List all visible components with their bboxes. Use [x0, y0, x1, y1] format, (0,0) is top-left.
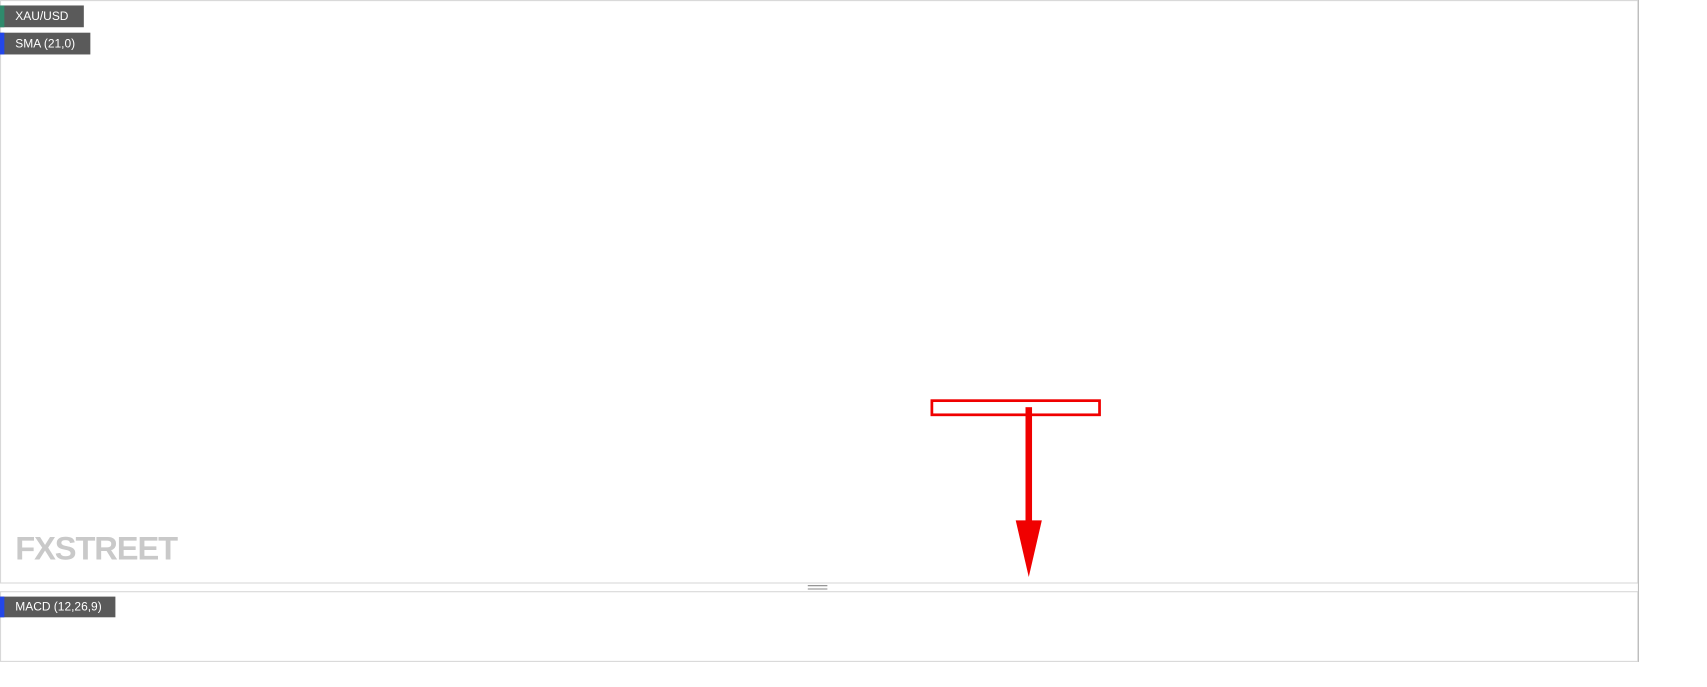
arrow-head: [1015, 520, 1042, 578]
legend-box[interactable]: [0, 5, 84, 28]
legend-swatch: [0, 596, 5, 618]
resistance-box: [930, 399, 1101, 417]
legend-sma: SMA (21,0): [15, 36, 75, 50]
legend-title: XAU/USD: [15, 9, 69, 23]
legend-box[interactable]: [0, 32, 91, 55]
panel-resize-handle[interactable]: [807, 585, 828, 590]
legend-box[interactable]: [0, 596, 116, 618]
arrow-shaft: [1025, 407, 1033, 522]
legend-swatch: [0, 32, 5, 55]
legend-macd: MACD (12,26,9): [15, 600, 101, 614]
legend-swatch: [0, 5, 5, 28]
watermark: FXSTREET: [15, 530, 178, 567]
